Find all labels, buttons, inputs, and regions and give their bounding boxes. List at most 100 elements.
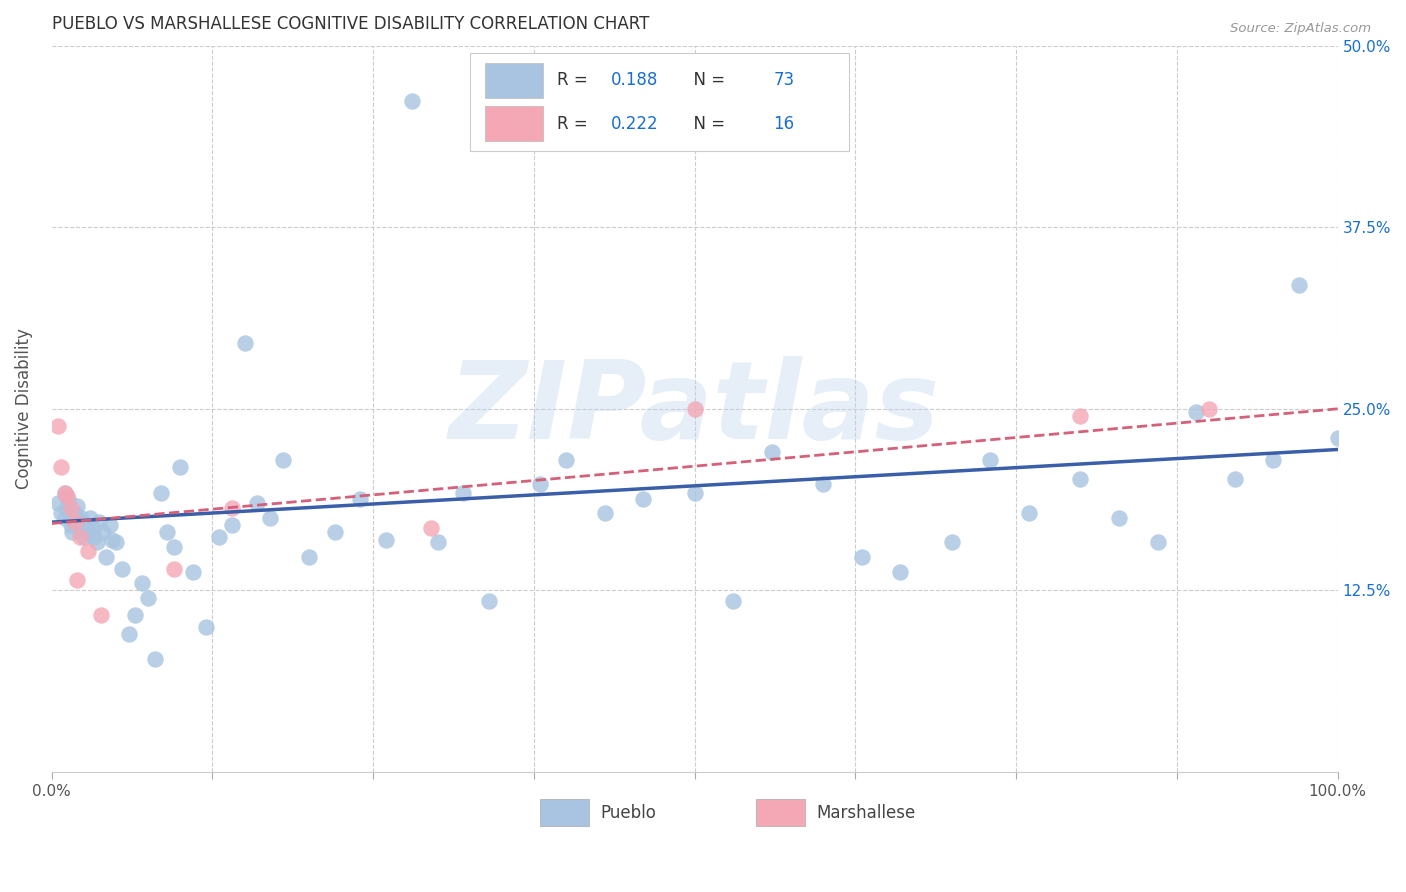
Point	[259, 510, 281, 524]
Point	[60, 525, 83, 540]
Point	[1198, 401, 1220, 416]
Point	[1263, 452, 1285, 467]
Point	[401, 94, 423, 108]
Text: Source: ZipAtlas.com: Source: ZipAtlas.com	[1230, 22, 1371, 36]
Y-axis label: Cognitive Disability: Cognitive Disability	[15, 328, 32, 489]
Point	[233, 336, 256, 351]
Text: ZIPatlas: ZIPatlas	[449, 356, 941, 462]
Text: 0.188: 0.188	[612, 71, 658, 89]
Point	[1185, 405, 1208, 419]
Point	[60, 518, 83, 533]
Point	[46, 496, 69, 510]
Text: N =: N =	[683, 71, 731, 89]
Point	[323, 525, 346, 540]
Point	[49, 459, 72, 474]
Point	[94, 549, 117, 564]
Point	[1223, 471, 1246, 485]
Point	[169, 459, 191, 474]
FancyBboxPatch shape	[485, 63, 543, 97]
Point	[208, 530, 231, 544]
FancyBboxPatch shape	[470, 53, 849, 151]
Point	[941, 535, 963, 549]
Point	[60, 500, 83, 515]
Point	[1108, 510, 1130, 524]
Point	[49, 507, 72, 521]
Point	[143, 651, 166, 665]
Point	[91, 525, 114, 540]
Point	[298, 549, 321, 564]
Point	[63, 507, 86, 521]
Point	[683, 401, 706, 416]
Point	[478, 593, 501, 607]
Point	[1018, 507, 1040, 521]
Point	[195, 620, 218, 634]
Point	[375, 533, 398, 547]
Point	[66, 499, 89, 513]
Point	[246, 496, 269, 510]
Point	[761, 445, 783, 459]
Text: Pueblo: Pueblo	[600, 805, 657, 822]
Text: N =: N =	[683, 114, 731, 133]
Point	[851, 549, 873, 564]
Point	[56, 489, 79, 503]
Point	[83, 530, 105, 544]
Point	[221, 500, 243, 515]
Point	[101, 533, 124, 547]
Text: Marshallese: Marshallese	[817, 805, 917, 822]
FancyBboxPatch shape	[540, 799, 589, 827]
Point	[813, 477, 835, 491]
Point	[124, 608, 146, 623]
Point	[221, 518, 243, 533]
Point	[1326, 431, 1348, 445]
Point	[1069, 471, 1091, 485]
Point	[66, 573, 89, 587]
Point	[73, 530, 96, 544]
Point	[79, 510, 101, 524]
Point	[271, 452, 294, 467]
Point	[426, 535, 449, 549]
Point	[163, 561, 186, 575]
Point	[76, 525, 98, 540]
Point	[46, 419, 69, 434]
Text: 73: 73	[773, 71, 794, 89]
Point	[349, 491, 371, 506]
Text: 0.222: 0.222	[612, 114, 659, 133]
Point	[56, 500, 79, 515]
Point	[76, 544, 98, 558]
Point	[75, 518, 97, 533]
Point	[451, 486, 474, 500]
Point	[131, 576, 153, 591]
Point	[111, 561, 134, 575]
Point	[66, 515, 89, 529]
Point	[723, 593, 745, 607]
Point	[53, 486, 76, 500]
Point	[58, 491, 80, 506]
Point	[1069, 409, 1091, 423]
Point	[593, 507, 616, 521]
Point	[889, 565, 911, 579]
Text: PUEBLO VS MARSHALLESE COGNITIVE DISABILITY CORRELATION CHART: PUEBLO VS MARSHALLESE COGNITIVE DISABILI…	[52, 15, 650, 33]
Point	[156, 525, 179, 540]
Point	[69, 521, 91, 535]
Point	[633, 491, 655, 506]
Point	[98, 518, 121, 533]
Point	[150, 486, 173, 500]
Point	[529, 477, 551, 491]
Point	[82, 521, 104, 535]
Point	[181, 565, 204, 579]
Point	[89, 515, 111, 529]
Text: R =: R =	[557, 114, 593, 133]
Point	[979, 452, 1001, 467]
Point	[86, 535, 108, 549]
Point	[420, 521, 443, 535]
Point	[70, 510, 93, 524]
Point	[53, 510, 76, 524]
Point	[163, 540, 186, 554]
FancyBboxPatch shape	[485, 106, 543, 141]
Point	[136, 591, 159, 605]
Point	[1146, 535, 1168, 549]
Point	[69, 530, 91, 544]
Point	[53, 486, 76, 500]
Point	[683, 486, 706, 500]
Point	[1288, 278, 1310, 293]
